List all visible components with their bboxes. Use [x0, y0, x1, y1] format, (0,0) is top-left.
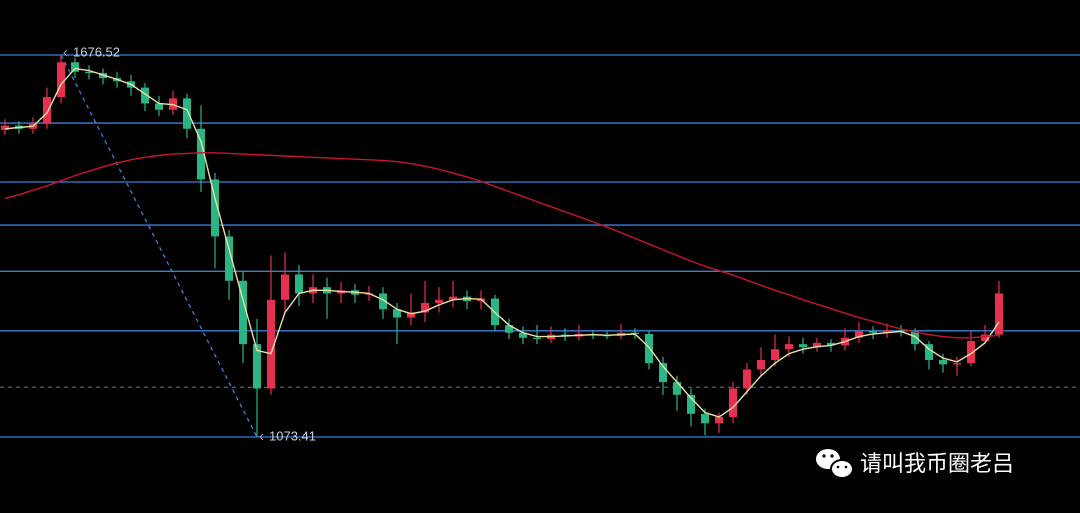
- candle-body: [43, 97, 51, 124]
- candle-body: [239, 280, 247, 345]
- candle-body: [799, 344, 807, 348]
- candle-body: [57, 62, 65, 98]
- candle-body: [1, 125, 9, 131]
- candle-body: [701, 413, 709, 424]
- candle-body: [939, 359, 947, 365]
- candle-body: [953, 363, 961, 365]
- candle-body: [449, 296, 457, 300]
- candle-body: [295, 274, 303, 294]
- candle-body: [869, 331, 877, 333]
- candle-body: [71, 62, 79, 72]
- candle-body: [687, 394, 695, 414]
- candle-body: [981, 334, 989, 341]
- candle-body: [505, 325, 513, 333]
- candle-body: [533, 337, 541, 340]
- candle-body: [967, 340, 975, 364]
- label-arrow: [63, 49, 68, 57]
- moving-average: [4, 152, 1000, 339]
- candle-body: [995, 293, 1003, 335]
- candle-body: [645, 333, 653, 364]
- candle-body: [407, 312, 415, 318]
- moving-average: [4, 67, 1000, 418]
- candle-body: [911, 331, 919, 345]
- candle-body: [141, 87, 149, 104]
- candle-body: [757, 359, 765, 370]
- candle-body: [155, 103, 163, 110]
- low-label: 1073.41: [269, 428, 316, 443]
- candle-body: [925, 344, 933, 360]
- high-label: 1676.52: [73, 44, 120, 59]
- candle-body: [771, 349, 779, 360]
- candle-body: [813, 342, 821, 348]
- candle-body: [211, 179, 219, 237]
- candle-body: [183, 98, 191, 129]
- candle-body: [393, 309, 401, 318]
- candle-body: [855, 331, 863, 338]
- candle-body: [519, 332, 527, 338]
- watermark-icon: [816, 449, 854, 479]
- candle-body: [435, 299, 443, 303]
- candle-body: [785, 344, 793, 350]
- candle-body: [225, 236, 233, 281]
- candle-body: [379, 293, 387, 310]
- candle-body: [827, 342, 835, 346]
- candle-body: [421, 302, 429, 313]
- candle-body: [729, 388, 737, 417]
- candle-body: [659, 363, 667, 383]
- candle-body: [85, 71, 93, 74]
- candle-body: [883, 330, 891, 333]
- candle-body: [715, 416, 723, 424]
- candle-body: [743, 369, 751, 389]
- label-arrow: [259, 433, 264, 441]
- watermark: 请叫我币圈老吕: [860, 451, 1014, 476]
- candle-body: [673, 382, 681, 395]
- candle-body: [281, 274, 289, 300]
- candle-body: [253, 344, 261, 389]
- candle-body: [197, 128, 205, 180]
- candle-body: [267, 299, 275, 389]
